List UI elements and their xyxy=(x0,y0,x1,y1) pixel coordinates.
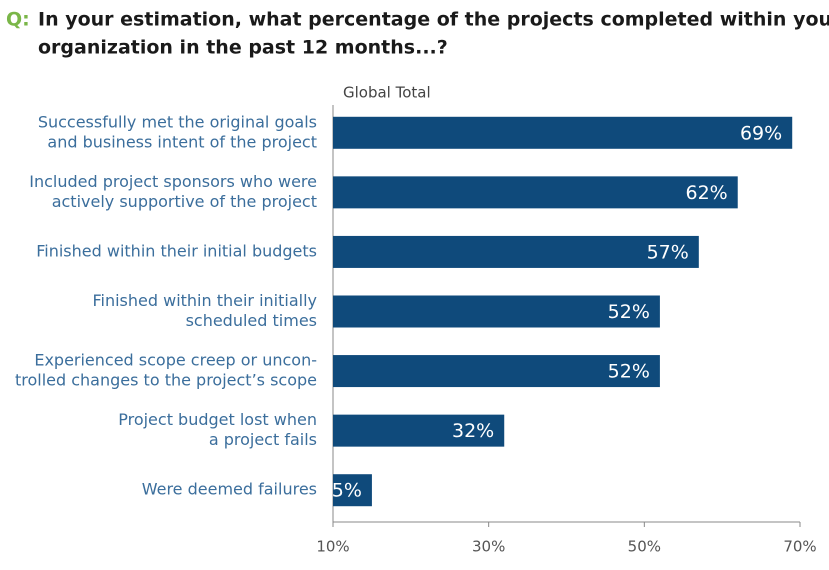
bar xyxy=(333,235,699,268)
value-label: 52% xyxy=(608,301,650,323)
value-label: 32% xyxy=(452,420,494,442)
value-label: 52% xyxy=(608,361,650,383)
bar xyxy=(333,414,505,447)
category-label: actively supportive of the project xyxy=(52,192,317,211)
bar xyxy=(333,295,660,328)
category-label: Finished within their initially xyxy=(92,291,317,310)
category-label: Finished within their initial budgets xyxy=(36,241,317,260)
category-label: trolled changes to the project’s scope xyxy=(15,371,317,390)
category-label: Included project sponsors who were xyxy=(29,172,317,191)
category-label: Successfully met the original goals xyxy=(38,112,317,131)
x-tick-label: 50% xyxy=(628,538,661,556)
x-tick-label: 10% xyxy=(316,538,349,556)
category-label: and business intent of the project xyxy=(47,132,317,151)
bar xyxy=(333,355,660,388)
category-label: Were deemed failures xyxy=(142,480,317,499)
category-label: Project budget lost when xyxy=(118,410,317,429)
bar xyxy=(333,176,738,209)
question-prefix: Q: xyxy=(6,9,30,31)
x-tick-label: 70% xyxy=(783,538,816,556)
value-label: 69% xyxy=(740,122,782,144)
chart-title: In your estimation, what percentage of t… xyxy=(38,9,829,31)
category-label: a project fails xyxy=(209,430,317,449)
series-label: Global Total xyxy=(343,84,431,102)
chart-title: organization in the past 12 months...? xyxy=(38,37,448,59)
bar xyxy=(333,116,793,149)
value-label: 15% xyxy=(320,480,362,502)
value-label: 62% xyxy=(685,182,727,204)
category-label: scheduled times xyxy=(186,311,317,330)
bar xyxy=(333,474,372,507)
value-label: 57% xyxy=(647,241,689,263)
category-label: Experienced scope creep or uncon- xyxy=(34,351,317,370)
x-tick-label: 30% xyxy=(472,538,505,556)
